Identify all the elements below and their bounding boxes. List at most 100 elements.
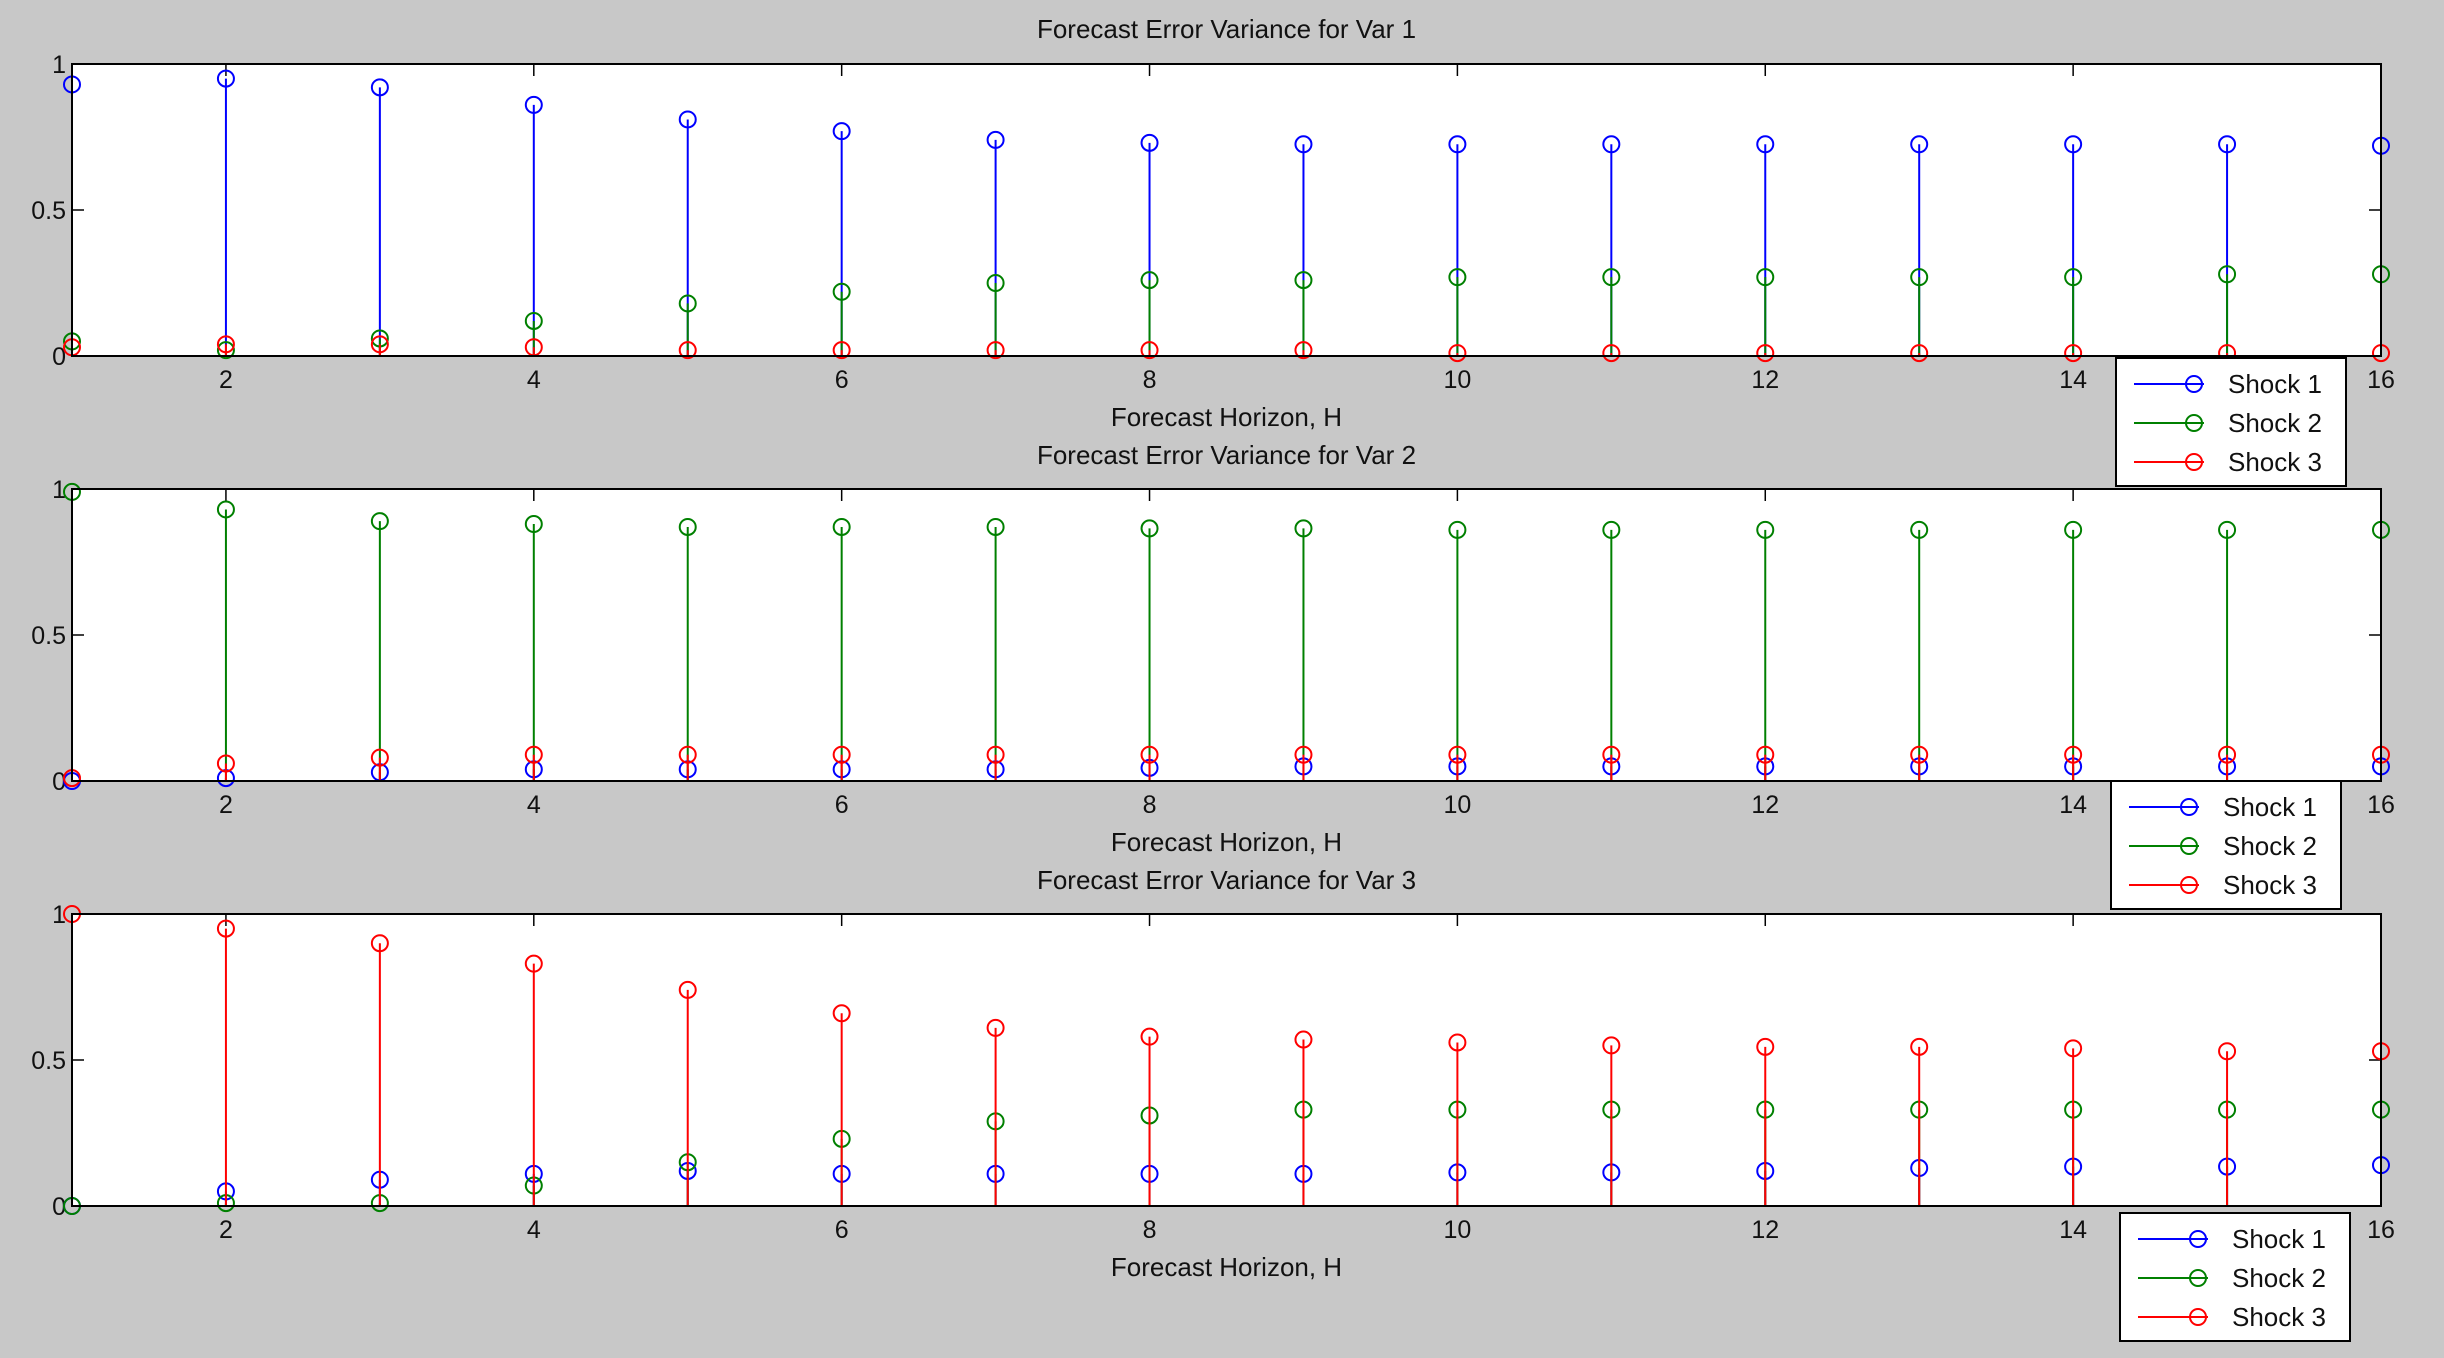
- stem-marker: [678, 980, 697, 999]
- stem-marker: [1294, 271, 1313, 290]
- stem-marker: [1448, 745, 1467, 764]
- stem-marker: [524, 311, 543, 330]
- legend-item: Shock 2: [2138, 1263, 2326, 1293]
- stem-marker: [2218, 135, 2237, 154]
- stem-marker: [1756, 268, 1775, 287]
- legend-swatch-marker: [2185, 453, 2203, 471]
- y-tick-label: 0: [52, 1193, 66, 1221]
- stem-marker: [986, 1018, 1005, 1037]
- legend-item: Shock 1: [2129, 792, 2317, 822]
- chart-title: Forecast Error Variance for Var 2: [1037, 440, 1416, 470]
- y-tick-label: 0.5: [31, 197, 66, 225]
- y-tick-label: 1: [52, 51, 66, 79]
- stem-marker: [1448, 344, 1467, 363]
- legend-label: Shock 2: [2228, 408, 2322, 438]
- stem-marker: [1756, 344, 1775, 363]
- subplot-2: Forecast Error Variance for Var 2 Forecas…: [31, 440, 2395, 910]
- stem-marker: [678, 110, 697, 129]
- y-tick-label: 0.5: [31, 622, 66, 650]
- stem-marker: [1140, 1027, 1159, 1046]
- x-tick-label: 16: [2367, 366, 2395, 394]
- chart-title: Forecast Error Variance for Var 3: [1037, 865, 1416, 895]
- stem-marker: [216, 500, 235, 519]
- stem-marker: [986, 745, 1005, 764]
- x-tick-label: 6: [835, 791, 849, 819]
- legend-item: Shock 1: [2138, 1224, 2326, 1254]
- stem-marker: [1602, 268, 1621, 287]
- x-tick-label: 8: [1143, 1216, 1157, 1244]
- chart-title: Forecast Error Variance for Var 1: [1037, 14, 1416, 44]
- x-tick-label: 8: [1143, 791, 1157, 819]
- plot-area: [72, 64, 2381, 356]
- legend-swatch-marker: [2185, 414, 2203, 432]
- y-tick-label: 0.5: [31, 1047, 66, 1075]
- series-2: [63, 482, 2390, 781]
- legend-label: Shock 2: [2232, 1263, 2326, 1293]
- y-tick-label: 0: [52, 343, 66, 371]
- stem-marker: [1140, 519, 1159, 538]
- stem-marker: [678, 294, 697, 313]
- x-tick-label: 6: [835, 366, 849, 394]
- stem-marker: [1140, 745, 1159, 764]
- stem-marker: [1140, 341, 1159, 360]
- stem-marker: [1602, 520, 1621, 539]
- x-tick-label: 2: [219, 366, 233, 394]
- legend-item: Shock 2: [2134, 408, 2322, 438]
- legend-swatch-marker: [2185, 375, 2203, 393]
- stem-marker: [524, 515, 543, 534]
- stem-marker: [2218, 1042, 2237, 1061]
- stem-marker: [1294, 1030, 1313, 1049]
- stem-marker: [678, 745, 697, 764]
- x-tick-label: 16: [2367, 1216, 2395, 1244]
- stem-marker: [2064, 268, 2083, 287]
- stem-marker: [216, 335, 235, 354]
- stem-marker: [1140, 271, 1159, 290]
- plot-area: [72, 489, 2381, 781]
- y-tick-label: 1: [52, 476, 66, 504]
- legend: Shock 1 Shock 2 Shock 3: [2110, 780, 2342, 910]
- x-tick-label: 16: [2367, 791, 2395, 819]
- stem-marker: [1910, 745, 1929, 764]
- legend-label: Shock 1: [2228, 369, 2322, 399]
- stem-marker: [986, 341, 1005, 360]
- stem-marker: [986, 130, 1005, 149]
- stem-marker: [1294, 745, 1313, 764]
- legend-label: Shock 3: [2232, 1302, 2326, 1332]
- x-tick-label: 14: [2059, 366, 2087, 394]
- stem-marker: [832, 517, 851, 536]
- stem-marker: [1756, 745, 1775, 764]
- subplot-3: Forecast Error Variance for Var 3 Forecas…: [31, 865, 2395, 1342]
- legend-swatch-marker: [2180, 837, 2198, 855]
- stem-marker: [1756, 520, 1775, 539]
- stem-marker: [370, 512, 389, 531]
- stem-marker: [1910, 268, 1929, 287]
- x-tick-label: 12: [1751, 1216, 1779, 1244]
- stem-marker: [1910, 344, 1929, 363]
- legend-item: Shock 2: [2129, 831, 2317, 861]
- legend-label: Shock 2: [2223, 831, 2317, 861]
- stem-marker: [832, 1004, 851, 1023]
- x-axis-label: Forecast Horizon, H: [1111, 827, 1342, 857]
- x-tick-label: 10: [1443, 1216, 1471, 1244]
- stem-marker: [678, 517, 697, 536]
- legend: Shock 1 Shock 2 Shock 3: [2115, 357, 2347, 487]
- legend-swatch-marker: [2189, 1230, 2207, 1248]
- x-tick-label: 10: [1443, 791, 1471, 819]
- x-tick-label: 14: [2059, 791, 2087, 819]
- stem-marker: [1294, 341, 1313, 360]
- axes-box: [71, 913, 2382, 1207]
- x-tick-label: 4: [527, 366, 541, 394]
- stem-marker: [1910, 520, 1929, 539]
- stem-marker: [832, 341, 851, 360]
- stem-marker: [2218, 745, 2237, 764]
- stem-marker: [1602, 1036, 1621, 1055]
- stem-marker: [2064, 344, 2083, 363]
- stem-marker: [986, 274, 1005, 292]
- stem-marker: [1448, 268, 1467, 287]
- plot-area: [72, 914, 2381, 1206]
- x-tick-label: 6: [835, 1216, 849, 1244]
- stem-marker: [370, 78, 389, 97]
- axes-box: [71, 488, 2382, 782]
- series-3: [63, 745, 2390, 788]
